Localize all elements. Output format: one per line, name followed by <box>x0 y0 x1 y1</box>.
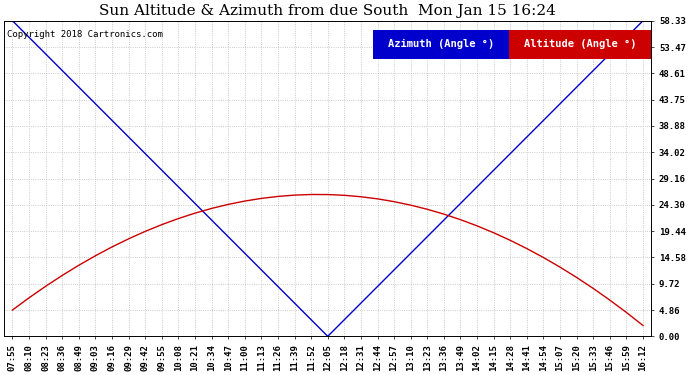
Text: Copyright 2018 Cartronics.com: Copyright 2018 Cartronics.com <box>8 30 164 39</box>
Title: Sun Altitude & Azimuth from due South  Mon Jan 15 16:24: Sun Altitude & Azimuth from due South Mo… <box>99 4 556 18</box>
